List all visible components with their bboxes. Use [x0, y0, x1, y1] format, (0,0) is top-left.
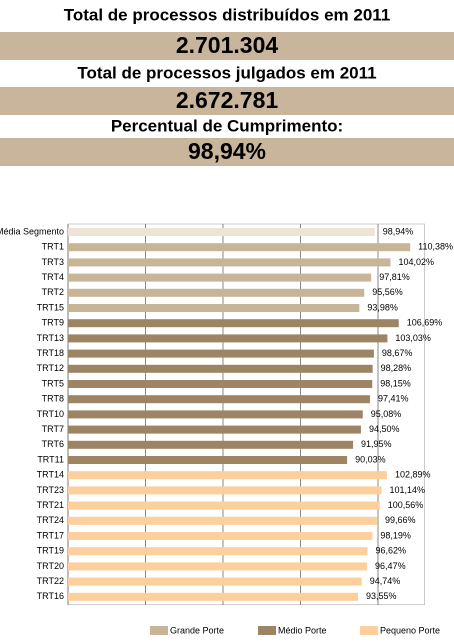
header-value: 2.672.781	[176, 87, 279, 113]
legend-label: Médio Porte	[278, 625, 327, 635]
bar	[68, 319, 399, 328]
value-label: 110,38%	[418, 242, 453, 252]
bar	[68, 425, 361, 434]
value-label: 103,03%	[395, 333, 431, 343]
header-band	[0, 87, 454, 115]
bar	[68, 562, 368, 571]
value-label: 97,41%	[378, 394, 409, 404]
header-label: Percentual de Cumprimento:	[111, 116, 343, 135]
header-value: 98,94%	[188, 138, 266, 164]
category-label: TRT23	[37, 485, 64, 495]
category-label: TRT8	[42, 394, 64, 404]
bar	[68, 304, 360, 312]
legend-label: Grande Porte	[170, 625, 224, 635]
bar	[68, 410, 363, 419]
legend-label: Pequeno Porte	[380, 625, 440, 635]
header-band	[0, 32, 454, 60]
legend-swatch	[360, 626, 378, 635]
category-label: TRT19	[37, 546, 64, 556]
category-label: TRT3	[42, 257, 64, 267]
bar	[68, 380, 373, 388]
bar	[68, 471, 387, 480]
bar	[68, 228, 375, 236]
bar	[68, 501, 380, 510]
value-label: 94,50%	[369, 424, 400, 434]
bar	[68, 516, 377, 525]
category-label: TRT17	[37, 530, 64, 540]
category-label: TRT22	[37, 576, 64, 586]
bar	[68, 592, 359, 601]
category-label: TRT18	[37, 348, 64, 358]
header-value: 2.701.304	[176, 32, 279, 58]
category-label: TRT5	[42, 378, 64, 388]
bar	[68, 395, 370, 404]
value-label: 95,08%	[371, 409, 402, 419]
category-label: TRT6	[42, 439, 64, 449]
value-label: 96,62%	[376, 546, 407, 556]
bar	[68, 577, 362, 586]
value-label: 90,03%	[355, 454, 386, 464]
category-label: TRT15	[37, 302, 64, 312]
category-label: TRT16	[37, 591, 64, 601]
bar	[68, 547, 368, 556]
header-label: Total de processos julgados em 2011	[77, 63, 376, 82]
header-label: Total de processos distribuídos em 2011	[64, 5, 391, 24]
category-label: TRT12	[37, 363, 64, 373]
value-label: 94,74%	[370, 576, 401, 586]
bar	[68, 532, 373, 540]
category-label: TRT11	[37, 454, 64, 464]
bar	[68, 273, 372, 282]
value-label: 104,02%	[398, 257, 434, 267]
value-label: 93,55%	[366, 591, 397, 601]
value-label: 98,28%	[381, 363, 412, 373]
legend-swatch	[150, 626, 168, 635]
category-label: TRT2	[42, 287, 64, 297]
category-label: TRT13	[37, 333, 64, 343]
bar	[68, 349, 374, 358]
category-label: TRT14	[37, 470, 64, 480]
value-label: 101,14%	[390, 485, 426, 495]
value-label: 99,66%	[385, 515, 416, 525]
value-label: 93,98%	[367, 302, 398, 312]
value-label: 106,69%	[407, 318, 443, 328]
category-label: Média Segmento	[0, 226, 64, 236]
value-label: 100,56%	[388, 500, 424, 510]
header-band	[0, 138, 454, 166]
bar	[68, 486, 382, 495]
value-label: 102,89%	[395, 470, 431, 480]
value-label: 91,95%	[361, 439, 392, 449]
value-label: 95,56%	[372, 287, 403, 297]
category-label: TRT10	[37, 409, 64, 419]
bar	[68, 243, 411, 252]
value-label: 96,47%	[375, 561, 406, 571]
value-label: 98,19%	[380, 530, 411, 540]
category-label: TRT7	[42, 424, 64, 434]
bar	[68, 456, 348, 464]
bar	[68, 258, 391, 267]
value-label: 98,15%	[380, 378, 411, 388]
value-label: 98,67%	[382, 348, 413, 358]
category-label: TRT4	[42, 272, 64, 282]
bar	[68, 440, 354, 449]
bar	[68, 364, 373, 373]
category-label: TRT20	[37, 561, 64, 571]
value-label: 98,94%	[383, 226, 414, 236]
category-label: TRT9	[42, 318, 64, 328]
category-label: TRT1	[42, 242, 64, 252]
value-label: 97,81%	[379, 272, 410, 282]
bar	[68, 334, 388, 343]
bar	[68, 288, 365, 297]
legend-swatch	[258, 626, 276, 635]
category-label: TRT24	[37, 515, 64, 525]
category-label: TRT21	[37, 500, 64, 510]
